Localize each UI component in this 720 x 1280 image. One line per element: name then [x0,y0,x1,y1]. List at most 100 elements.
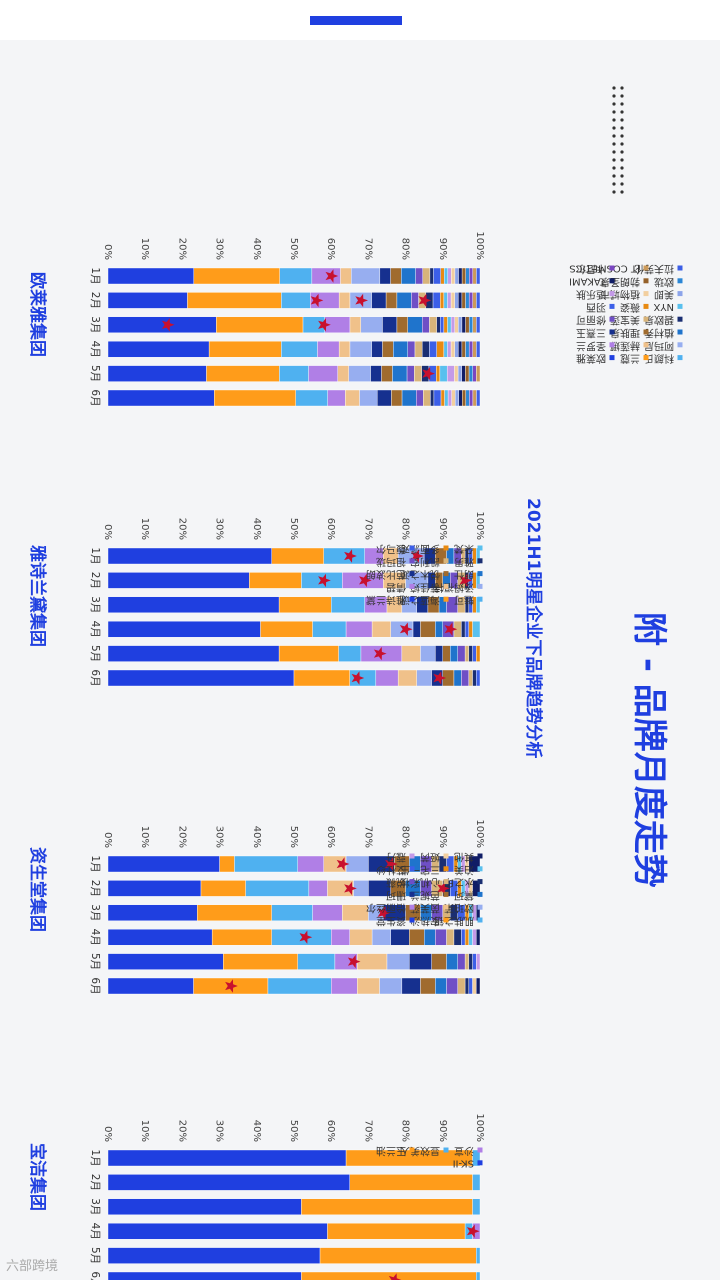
chart-3-legend-label: 欧珀莱 [444,902,474,915]
rotated-slide: 附 - 品牌月度走势 2021H1明星企业下品牌趋势分析 欧莱雅集团 0% 10% 2… [0,40,720,1280]
chart-3-bar-segment [219,855,235,873]
chart-3-bar-segment [234,855,298,873]
chart-2-star-marker [444,622,458,636]
chart-2-star-marker [399,622,413,636]
chart-2-legend-swatch [477,545,483,551]
chart-4-category-label: 3月 [89,1198,101,1215]
chart-1-bar-segment [348,365,371,382]
chart-3-legend-swatch [477,917,483,923]
chart-1-bar-segment [436,365,441,382]
chart-1-bar-segment [338,341,351,358]
chart-3-bar-segment [211,929,272,946]
chart-1-bar-segment [461,365,466,382]
chart-1-legend-label: NYX [653,301,674,312]
chart-2-bar-segment [435,645,443,662]
chart-1-bar-segment [436,316,441,333]
chart-1-bar-segment [206,365,280,382]
chart-3-bar-segment [453,929,462,946]
chart-4-category-label: 6月 [89,1271,101,1280]
chart-1-bar-segment [317,341,340,358]
chart-2-category-label: 4月 [89,621,101,638]
chart-1-bar-segment [468,365,473,382]
chart-2-bar-segment [249,572,302,589]
chart-2-bar-segment [476,645,481,662]
chart-3-legend-swatch [409,904,415,910]
chart-2-bar-segment [323,547,365,565]
chart-1-ytick: 40% [251,238,262,260]
chart-2-legend-swatch [477,596,483,602]
chart-1-bar-segment [472,316,477,333]
chart-1-legend-label: 欧珑 [654,275,674,287]
chart-1-legend-label: 适乐肤 [576,288,606,301]
chart-2-legend-swatch [409,558,415,564]
chart-4-ytick: 0% [102,1126,113,1142]
chart-2-ytick: 30% [214,518,225,540]
chart-1-legend-label: 薇姿 [620,301,640,314]
chart-3-title: 资生堂集团 [27,847,48,932]
chart-1-bar-segment [391,389,403,407]
chart-2-bar-segment [107,572,250,589]
chart-3-bar-segment [446,953,458,970]
chart-2-legend-label: 凯利安 [410,555,440,568]
chart-2-legend-swatch [443,558,449,564]
chart-1-legend-swatch [677,316,683,322]
chart-3-bar-segment [379,977,403,995]
chart-4-bar-segment [107,1149,347,1167]
chart-1-legend-label: 欧莱雅 [576,352,606,365]
chart-2-legend-swatch [477,558,483,564]
chart-3-bar-segment [357,977,380,995]
chart-2-ytick: 60% [325,518,336,540]
chart-3-star-marker [336,857,350,871]
chart-1-legend-swatch [677,265,683,271]
chart-2-legend-label: 祖玛珑 [376,555,406,568]
chart-1-bar-segment [454,316,459,333]
chart-1-bar-segment [371,292,387,309]
chart-3-star-marker [299,930,313,944]
chart-1-bar-segment [433,267,441,285]
chart-3-bar-segment [297,953,336,970]
chart-4-bar-segment [301,1198,473,1216]
chart-1-category-label: 5月 [89,365,101,382]
chart-1-bar-segment [458,267,463,285]
chart-1-legend-swatch [677,355,683,361]
chart-1-bar-segment [476,389,481,407]
chart-3-bar-segment [476,929,481,946]
chart-3-legend-label: 水之印 [444,876,474,889]
chart-3-legend-swatch [477,866,483,872]
chart-4-legend-swatch [477,1147,483,1153]
chart-1-bar-segment [469,267,474,285]
chart-4-bar-segment [327,1222,466,1240]
chart-1-bar-segment [454,292,459,309]
chart-3-bar-segment [420,977,436,995]
chart-1-bar-segment [472,292,477,309]
chart-4-bar-segment [107,1174,350,1191]
chart-1-bar-segment [429,316,437,333]
chart-1-bar-segment [469,389,474,407]
chart-3-bar-segment [349,929,373,946]
chart-1-bar-segment [406,365,415,382]
chart-2-bar-segment [107,596,280,613]
chart-3-bar-segment [464,977,470,995]
chart-2-category-label: 3月 [89,596,101,613]
chart-1-bar-segment [450,341,455,358]
chart-2-star-marker [318,573,331,588]
chart-2-bar-segment [435,621,443,638]
chart-1-bar-segment [390,267,402,285]
chart-3-legend-swatch [477,853,483,859]
chart-3-category-label: 5月 [89,953,101,970]
chart-3-bar-segment [468,855,481,873]
chart-1-bar-segment [433,389,442,407]
chart-2-star-marker [459,573,473,588]
chart-1-bar-segment [349,316,362,333]
chart-4-legend-swatch [409,1147,415,1153]
chart-1-bar-segment [444,267,449,285]
chart-3-category-label: 4月 [89,929,101,946]
chart-3-legend-swatch [443,917,449,923]
chart-3-bar-segment [464,929,470,946]
chart-1-bar-segment [462,389,467,407]
chart-1-bar-segment [392,365,408,382]
chart-1-bar-segment [458,292,463,309]
chart-3-bar-segment [468,953,473,970]
chart-2-ytick: 70% [362,518,373,540]
chart-1-star-marker [310,293,324,308]
